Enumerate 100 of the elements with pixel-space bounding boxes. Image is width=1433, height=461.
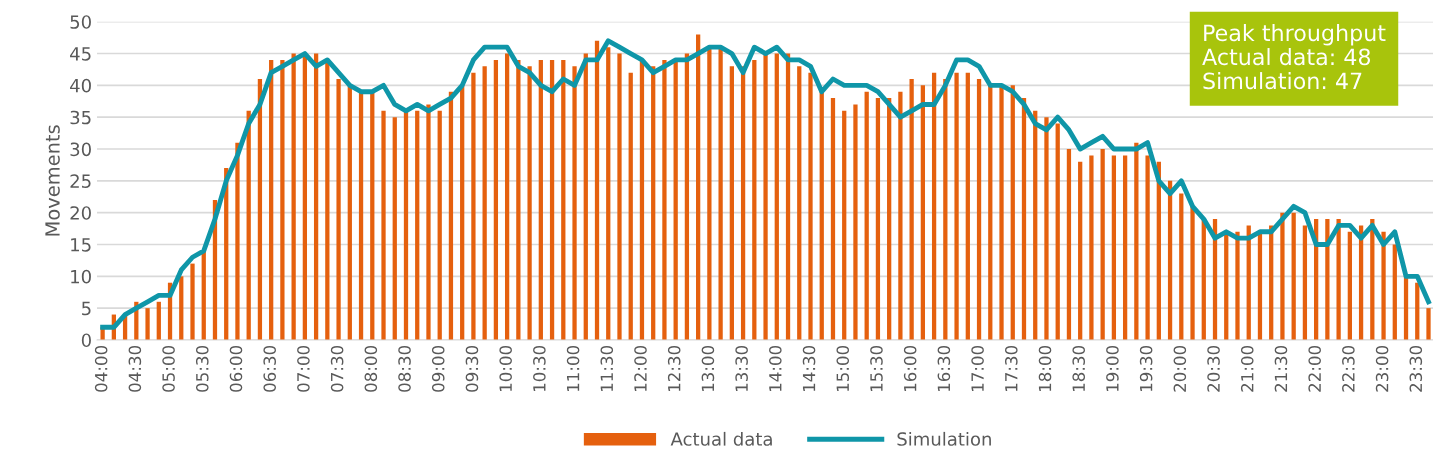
y-tick-label: 15 <box>71 238 91 252</box>
bar <box>1179 193 1184 340</box>
annotation: Actual data: 48 <box>1202 48 1371 66</box>
bar <box>313 53 319 340</box>
bar <box>291 53 296 340</box>
bar <box>1066 149 1072 340</box>
bar <box>1257 231 1263 340</box>
x-tick-label: 16:00 <box>903 345 917 392</box>
x-tick-label: 12:30 <box>667 345 681 392</box>
x-tick-label: 04:30 <box>128 345 142 392</box>
bar <box>415 110 420 340</box>
y-tick-label: 20 <box>70 206 91 220</box>
x-tick-label: 05:00 <box>162 345 175 392</box>
x-tick-label: 04:00 <box>94 345 108 392</box>
x-tick-label: 15:30 <box>870 345 883 392</box>
x-tick-label: 16:30 <box>937 345 951 392</box>
x-tick-label: 22:00 <box>1308 345 1321 392</box>
bar <box>504 53 510 340</box>
annotation: Peak throughput <box>1204 24 1386 46</box>
x-tick-label: 17:00 <box>971 345 984 392</box>
bar <box>662 59 667 340</box>
x-tick-label: 13:30 <box>735 345 748 392</box>
bar <box>190 263 195 340</box>
x-tick-label: 09:30 <box>465 345 479 392</box>
x-tick-label: 23:30 <box>1409 345 1423 392</box>
bar <box>1089 155 1094 340</box>
bar <box>684 53 690 340</box>
bar <box>448 91 454 340</box>
bar <box>842 110 847 340</box>
bar <box>898 91 903 340</box>
bar <box>1044 117 1049 340</box>
bar <box>493 59 499 340</box>
bar <box>381 110 386 340</box>
bar <box>1078 161 1083 340</box>
bar <box>1033 110 1038 340</box>
x-tick-label: 11:00 <box>566 345 580 392</box>
bar <box>1021 98 1027 340</box>
y-tick-label: 45 <box>70 47 91 61</box>
y-tick-label: 5 <box>82 301 91 316</box>
bar <box>145 308 150 340</box>
y-axis-title: Movements <box>45 125 60 236</box>
bar <box>1122 155 1128 340</box>
bar <box>1347 231 1352 340</box>
y-tick-label: 0 <box>81 333 91 348</box>
bar <box>1426 308 1431 340</box>
legend-label: Actual data <box>670 431 772 446</box>
bar <box>235 142 240 340</box>
bar <box>156 301 161 340</box>
bar <box>269 59 274 340</box>
bar <box>920 85 926 340</box>
bar <box>763 53 768 340</box>
bar <box>954 72 959 340</box>
x-tick-label: 15:00 <box>836 345 850 392</box>
bar <box>358 91 364 340</box>
legend-label: Simulation <box>897 431 991 446</box>
x-tick-label: 19:30 <box>1139 345 1153 392</box>
bar <box>830 98 836 340</box>
bar <box>280 59 285 340</box>
bar <box>774 53 779 340</box>
bar <box>853 104 858 340</box>
annotation: Simulation: 47 <box>1203 72 1362 90</box>
bar <box>583 53 588 340</box>
bar <box>606 47 611 340</box>
bar <box>538 59 543 340</box>
bar <box>1235 231 1240 340</box>
bar <box>617 53 622 340</box>
bar <box>976 78 982 340</box>
x-tick-label: 06:30 <box>263 345 276 392</box>
x-tick-label: 21:00 <box>1240 345 1254 392</box>
bar <box>1190 206 1195 340</box>
bar <box>482 66 487 340</box>
bar <box>426 104 431 340</box>
x-tick-label: 21:30 <box>1274 345 1288 392</box>
bar <box>1100 149 1105 340</box>
bar <box>471 72 476 340</box>
bar <box>403 110 409 340</box>
bar <box>347 85 352 340</box>
bar <box>437 110 442 340</box>
x-tick-label: 10:00 <box>499 345 512 392</box>
x-tick-label: 17:30 <box>1004 345 1018 392</box>
bar <box>729 66 734 340</box>
bar <box>1415 282 1420 340</box>
x-tick-label: 06:00 <box>229 345 243 392</box>
x-tick-label: 08:00 <box>364 345 378 392</box>
bar <box>572 66 577 340</box>
y-tick-label: 50 <box>70 15 91 29</box>
bar <box>1055 123 1060 340</box>
x-tick-label: 13:00 <box>701 345 715 392</box>
x-tick-label: 14:30 <box>802 345 816 392</box>
bar <box>965 72 970 340</box>
bar <box>1010 85 1015 340</box>
bar <box>909 78 914 340</box>
x-tick-label: 11:30 <box>600 345 614 392</box>
bar <box>1145 155 1150 340</box>
bar <box>696 34 701 340</box>
y-tick-label: 40 <box>70 78 91 93</box>
bar <box>561 59 566 340</box>
bar <box>819 91 824 340</box>
x-tick-label: 18:00 <box>1038 345 1052 392</box>
x-tick-label: 20:30 <box>1207 345 1220 392</box>
